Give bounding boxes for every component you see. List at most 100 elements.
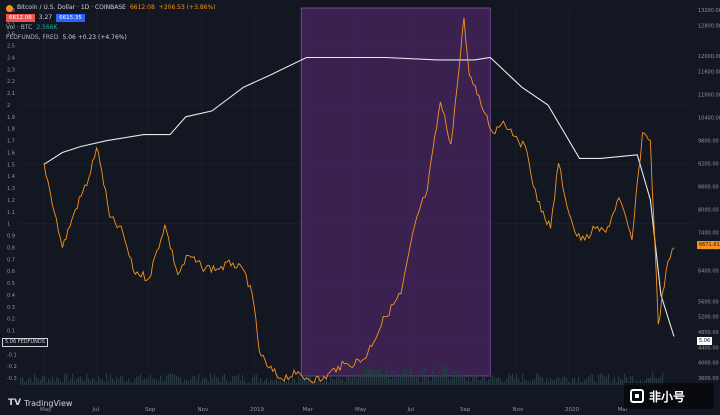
volume-bar xyxy=(332,378,334,385)
bitcoin-icon xyxy=(6,4,13,12)
volume-bar xyxy=(442,366,444,385)
volume-bar xyxy=(644,380,646,385)
volume-bar xyxy=(424,366,426,385)
volume-bar xyxy=(472,375,474,385)
volume-bar xyxy=(166,375,168,385)
volume-bar xyxy=(340,377,342,385)
volume-bar xyxy=(236,376,238,385)
volume-bar xyxy=(388,373,390,385)
right-tick-label: 4000.00 xyxy=(698,361,719,367)
volume-bar xyxy=(408,377,410,385)
volume-bar xyxy=(526,380,528,385)
volume-bar xyxy=(496,377,498,385)
volume-bar xyxy=(78,377,80,385)
buy-button[interactable]: 6615.35 xyxy=(56,14,85,22)
x-tick-label: Sep xyxy=(460,407,471,413)
volume-bar xyxy=(540,376,542,385)
volume-bar xyxy=(204,377,206,385)
volume-bar xyxy=(556,377,558,385)
volume-label[interactable]: Vol · BTC xyxy=(6,24,33,31)
volume-bar xyxy=(484,377,486,385)
left-tick-label: 0.8 xyxy=(7,245,15,251)
volume-bar xyxy=(450,379,452,385)
volume-bar xyxy=(144,378,146,385)
volume-bar xyxy=(412,376,414,385)
volume-bar xyxy=(548,381,550,385)
sell-button[interactable]: 6612.08 xyxy=(6,14,35,22)
volume-bar xyxy=(474,373,476,385)
volume-bar xyxy=(306,373,308,385)
right-tick-label: 6400.00 xyxy=(698,269,719,275)
tradingview-watermark[interactable]: TV TradingView xyxy=(8,398,72,408)
legend-symbol-row: Bitcoin / U.S. Dollar · 1D · COINBASE 66… xyxy=(6,3,216,13)
volume-bar xyxy=(28,378,30,385)
volume-bar xyxy=(504,381,506,385)
volume-bar xyxy=(594,381,596,385)
volume-bar xyxy=(162,381,164,385)
symbol-label[interactable]: Bitcoin / U.S. Dollar · 1D · COINBASE xyxy=(17,4,126,11)
btc-price-line xyxy=(43,17,675,384)
volume-bar xyxy=(90,380,92,385)
price-scale-tag: 6671.61 xyxy=(697,241,720,249)
volume-bar xyxy=(508,373,510,385)
volume-bar xyxy=(620,379,622,385)
fedfunds-right-tag: 5.06 xyxy=(697,337,713,345)
chart-legend: Bitcoin / U.S. Dollar · 1D · COINBASE 66… xyxy=(6,3,216,43)
volume-bar xyxy=(640,379,642,385)
left-tick-label: 0.3 xyxy=(7,305,15,311)
volume-bar xyxy=(512,373,514,385)
left-tick-label: 0.1 xyxy=(7,329,15,335)
volume-bar xyxy=(392,373,394,385)
left-tick-label: 1.6 xyxy=(7,150,15,156)
volume-bar xyxy=(222,375,224,385)
left-tick-label: 1 xyxy=(7,222,10,228)
volume-bar xyxy=(632,375,634,385)
volume-bar xyxy=(488,379,490,385)
volume-bar xyxy=(416,375,418,385)
volume-bar xyxy=(386,365,388,385)
volume-bar xyxy=(500,379,502,385)
volume-bar xyxy=(94,379,96,385)
volume-bar xyxy=(514,378,516,385)
volume-bar xyxy=(134,378,136,385)
volume-bar xyxy=(152,378,154,385)
volume-bar xyxy=(40,380,42,385)
volume-bar xyxy=(58,378,60,385)
volume-bar xyxy=(452,368,454,385)
volume-bar xyxy=(506,379,508,385)
volume-bar xyxy=(394,371,396,385)
volume-bar xyxy=(250,382,252,385)
volume-bar xyxy=(476,376,478,385)
volume-bar xyxy=(206,378,208,385)
volume-bar xyxy=(466,380,468,385)
volume-bar xyxy=(658,377,660,385)
volume-bar xyxy=(422,370,424,385)
volume-bar xyxy=(88,378,90,385)
volume-bar xyxy=(624,373,626,385)
volume-bar xyxy=(518,378,520,385)
volume-bar xyxy=(200,382,202,385)
volume-bar xyxy=(32,382,34,385)
volume-bar xyxy=(400,373,402,385)
right-tick-label: 8600.00 xyxy=(698,184,719,190)
volume-bar xyxy=(572,378,574,385)
volume-bar xyxy=(358,373,360,385)
volume-bar xyxy=(50,380,52,385)
volume-bar xyxy=(254,374,256,385)
volume-bar xyxy=(44,376,46,385)
volume-bar xyxy=(440,375,442,385)
volume-bar xyxy=(330,376,332,385)
fedfunds-label[interactable]: FEDFUNDS, FRED xyxy=(6,34,59,41)
left-tick-label: 2 xyxy=(7,103,10,109)
volume-bar xyxy=(138,376,140,385)
left-tick-label: 2.7 xyxy=(7,20,15,26)
left-tick-label: 1.5 xyxy=(7,162,15,168)
volume-bar xyxy=(520,382,522,385)
x-tick-label: 2019 xyxy=(250,407,264,413)
volume-bar xyxy=(444,368,446,385)
volume-bar xyxy=(608,373,610,385)
volume-bar xyxy=(482,377,484,385)
volume-bar xyxy=(220,381,222,385)
volume-bar xyxy=(568,382,570,385)
